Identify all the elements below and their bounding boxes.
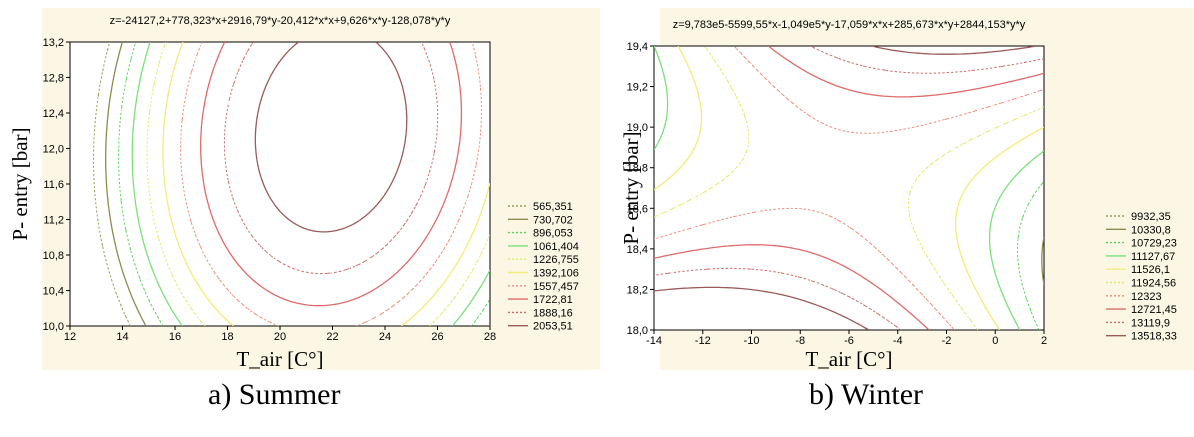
summer-contour-3 [131,42,490,326]
summer-x-tick-label: 14 [116,331,128,343]
summer-contour-lines [93,42,490,326]
winter-contour-5 [654,46,1044,330]
summer-legend-label: 1392,106 [533,268,579,280]
summer-x-tick-label: 28 [484,331,496,343]
summer-x-tick-label: 18 [221,331,233,343]
winter-x-tick-label: -6 [844,335,854,347]
summer-equation-title: z=-24127,2+778,323*x+2916,79*y-20,412*x*… [110,15,451,27]
winter-y-tick-label: 18,2 [627,284,648,296]
winter-contour-lines [654,46,1044,330]
summer-legend-label: 2053,51 [533,321,573,333]
winter-contour-4 [654,46,1044,330]
winter-y-tick-label: 18,0 [627,325,648,337]
winter-y-tick-label: 18,4 [627,244,648,256]
summer-contour-7 [200,42,463,307]
summer-x-tick-label: 26 [431,331,443,343]
winter-contour-9 [654,46,1037,330]
summer-y-axis-title: P- entry [bar] [8,127,32,240]
winter-contour-chart: z=9,783e5-5599,55*x-1,049e5*y-17,059*x*x… [620,8,1194,370]
summer-y-tick-label: 13,2 [43,37,64,49]
winter-legend-label: 12323 [1131,291,1162,303]
summer-contour-4 [146,42,490,326]
winter-legend-label: 10729,23 [1131,238,1177,250]
winter-contour-1 [1041,237,1044,285]
summer-y-tick-label: 11,2 [43,215,64,227]
summer-legend-label: 1061,404 [533,241,579,253]
winter-x-tick-label: -8 [795,335,805,347]
summer-contour-9 [254,42,408,233]
winter-x-tick-label: -10 [744,335,760,347]
summer-x-tick-label: 20 [274,331,286,343]
winter-contour-6 [654,46,1044,330]
winter-legend-label: 9932,35 [1131,211,1171,223]
winter-legend-label: 11127,67 [1131,251,1175,263]
summer-y-tick-label: 11,6 [43,179,64,191]
winter-x-tick-label: 2 [1041,335,1047,347]
summer-legend-label: 896,053 [533,228,573,240]
winter-x-tick-label: -12 [695,335,711,347]
summer-y-tick-label: 10,8 [43,250,64,262]
summer-y-tick-label: 12,8 [43,73,64,85]
winter-legend-label: 11924,56 [1131,278,1176,290]
summer-legend-label: 1722,81 [533,294,573,306]
summer-contour-0 [93,42,131,326]
winter-legend-label: 13518,33 [1131,331,1177,343]
winter-legend-label: 11526,1 [1131,264,1170,276]
winter-legend-label: 10330,8 [1131,224,1171,236]
summer-contour-1 [105,42,490,326]
winter-y-tick-label: 18,8 [627,163,648,175]
summer-y-tick-label: 12,0 [43,144,64,156]
summer-contour-2 [118,42,490,326]
summer-x-tick-label: 16 [169,331,181,343]
winter-x-tick-label: -4 [893,335,903,347]
summer-legend-label: 1888,16 [533,307,573,319]
summer-contour-chart: z=-24127,2+778,323*x+2916,79*y-20,412*x*… [8,8,600,370]
summer-x-tick-label: 22 [326,331,338,343]
summer-chart-panel: z=-24127,2+778,323*x+2916,79*y-20,412*x*… [8,8,600,411]
winter-equation-title: z=9,783e5-5599,55*x-1,049e5*y-17,059*x*x… [673,19,1026,31]
winter-legend-label: 13119,9 [1131,317,1170,329]
summer-x-tick-label: 12 [64,331,76,343]
summer-legend-label: 730,702 [533,214,573,226]
winter-legend-label: 12721,45 [1131,304,1177,316]
winter-x-tick-label: -2 [942,335,952,347]
summer-caption: a) Summer [208,378,341,411]
summer-x-axis-title: T_air [C°] [236,347,323,370]
summer-legend-label: 1557,457 [533,281,579,293]
winter-y-axis-title: P- entry [bar] [620,131,643,244]
summer-y-tick-label: 10,0 [43,321,64,333]
summer-contour-5 [162,42,490,326]
winter-contour-7 [654,46,1044,330]
winter-x-tick-label: 0 [992,335,998,347]
winter-contour-8 [654,46,1044,330]
summer-y-tick-label: 12,4 [43,108,64,120]
winter-x-tick-label: -14 [646,335,662,347]
winter-chart-panel: z=9,783e5-5599,55*x-1,049e5*y-17,059*x*x… [620,0,1194,437]
summer-y-tick-label: 10,4 [43,286,64,298]
summer-legend-label: 1226,755 [533,254,579,266]
winter-contour-2 [1017,180,1044,330]
summer-contour-6 [180,42,482,326]
winter-contour-3 [654,46,1044,330]
winter-y-tick-label: 19,2 [627,82,648,94]
winter-y-tick-label: 18,6 [627,203,648,215]
winter-y-tick-label: 19,4 [627,41,648,53]
summer-contour-8 [223,42,439,275]
winter-plot-area [653,45,1045,331]
summer-legend-label: 565,351 [533,201,573,213]
winter-y-tick-label: 19,0 [627,122,648,134]
winter-caption: b) Winter [809,378,924,411]
summer-x-tick-label: 24 [379,331,391,343]
winter-x-axis-title: T_air [C°] [805,347,892,370]
